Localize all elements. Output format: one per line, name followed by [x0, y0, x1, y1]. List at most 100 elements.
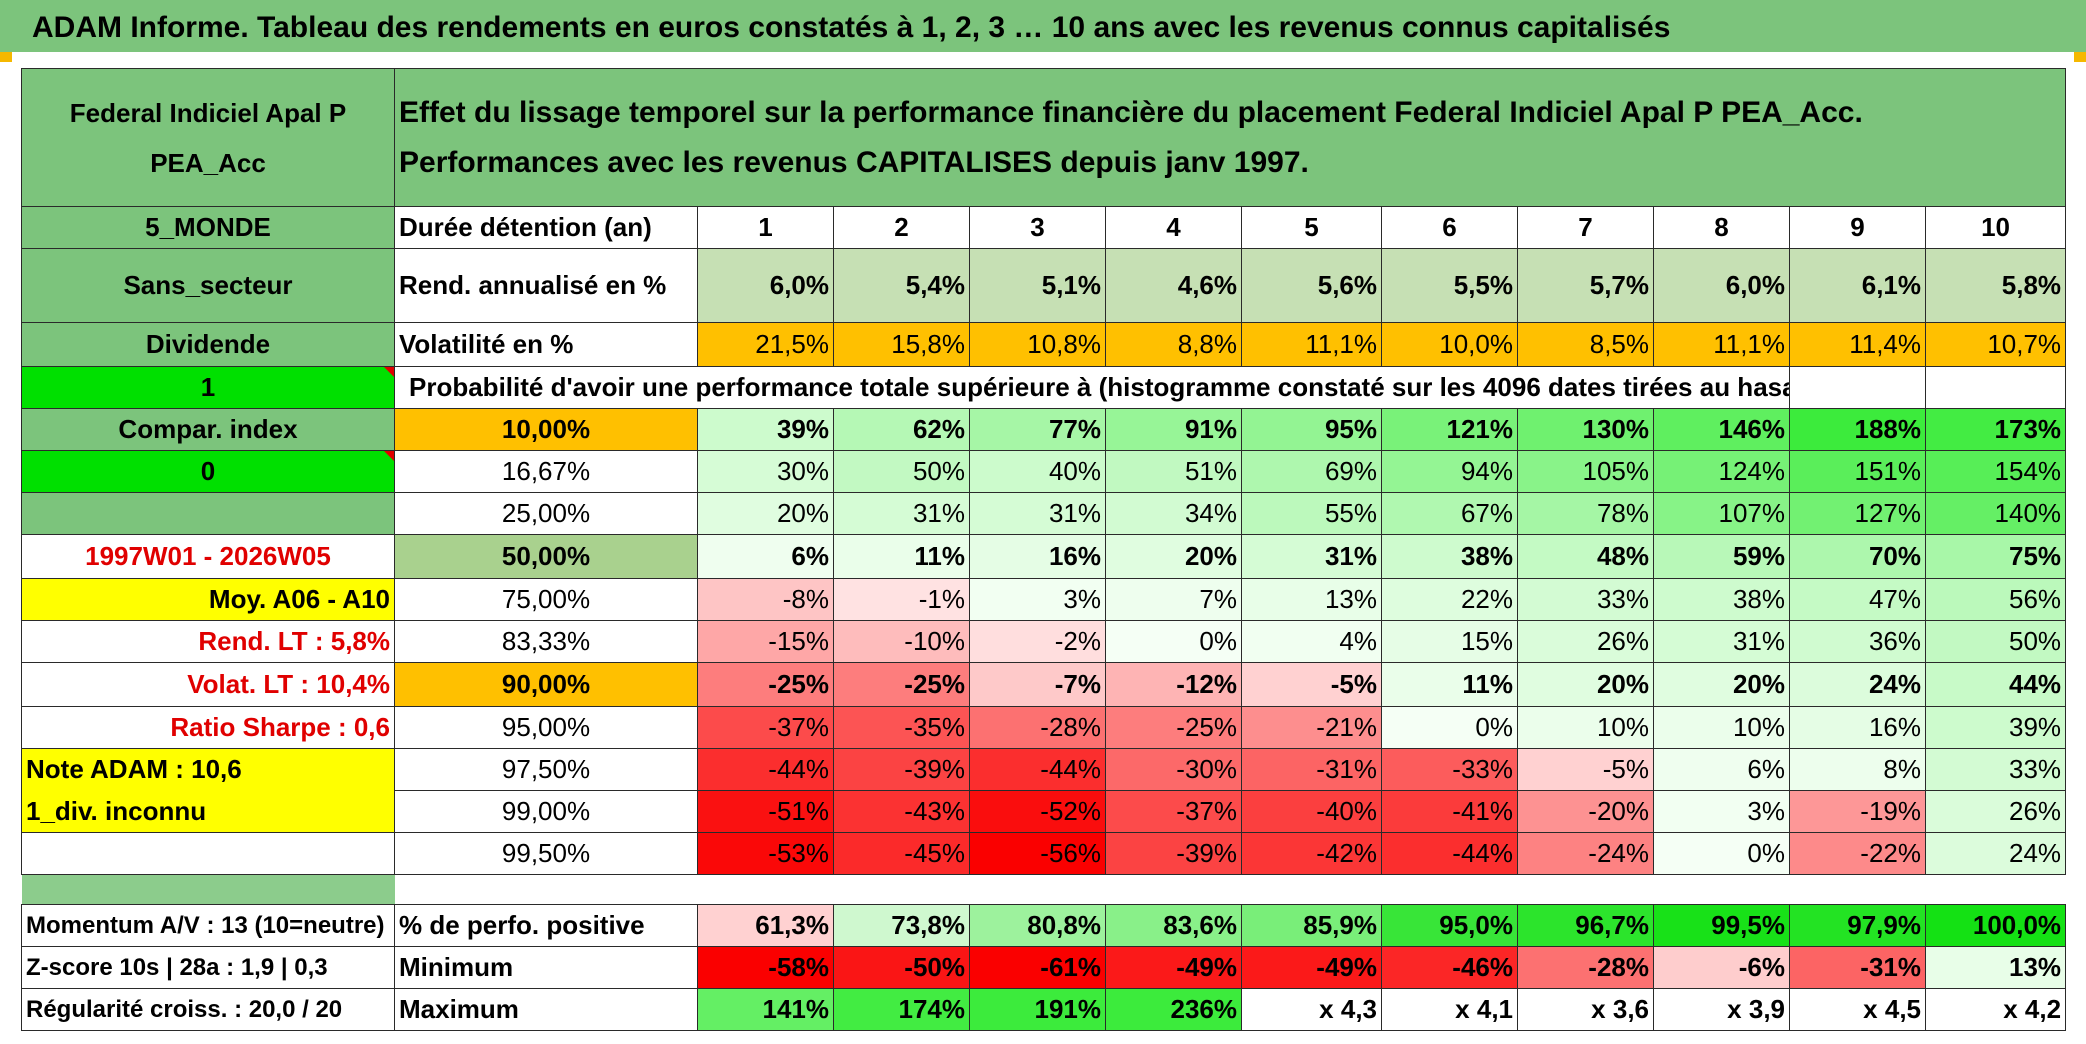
prob-value: 31% [1732, 626, 1785, 656]
prob-cell: -25% [1105, 706, 1242, 749]
prob-value: -51% [768, 796, 829, 826]
probability-caption: Probabilité d'avoir une performance tota… [409, 372, 1790, 402]
div-inconnu: 1_div. inconnu [26, 795, 207, 826]
prob-value: -22% [1860, 838, 1921, 868]
year-cell: 4 [1105, 206, 1242, 249]
dividend-value-cell[interactable]: 1 [21, 366, 395, 409]
prob-cell: 7% [1105, 578, 1242, 621]
prob-value: 0% [1199, 626, 1237, 656]
prob-row: Volat. LT : 10,4% 90,00% -25% -25% -7% -… [21, 662, 2067, 707]
prob-cell: 38% [1381, 534, 1518, 579]
stat-cell: 191% [969, 988, 1106, 1031]
prob-value: 173% [1994, 414, 2062, 444]
prob-cell: -42% [1241, 832, 1382, 875]
prob-cell: 105% [1517, 450, 1654, 493]
prob-value: 44% [2009, 669, 2062, 699]
year: 10 [1981, 212, 2010, 242]
rend-cell: 5,1% [969, 248, 1106, 323]
prob-value: -10% [904, 626, 965, 656]
vol-cell: 8,8% [1105, 322, 1242, 367]
stat-value: x 3,6 [1591, 994, 1649, 1024]
year: 4 [1166, 212, 1181, 242]
prob-cell: 154% [1924, 450, 2067, 493]
prob-cell: 67% [1381, 492, 1518, 535]
stat-value: x 3,9 [1727, 994, 1785, 1024]
region: 5_MONDE [145, 212, 271, 242]
prob-value: -8% [782, 584, 829, 614]
prob-cell: 44% [1924, 662, 2067, 707]
prob-value: 39% [776, 414, 829, 444]
rend-value: 5,7% [1589, 270, 1649, 300]
stat-value: -46% [1452, 952, 1513, 982]
stat-value: x 4,1 [1455, 994, 1513, 1024]
momentum: Momentum A/V : 13 (10=neutre) [26, 911, 385, 939]
compar-index: Compar. index [118, 414, 298, 444]
prob-value: 11% [914, 541, 965, 571]
prob-value: -44% [1452, 838, 1513, 868]
prob-cell: 0% [1653, 832, 1790, 875]
prob-value: 22% [1460, 584, 1513, 614]
zscore: Z-score 10s | 28a : 1,9 | 0,3 [26, 953, 328, 981]
prob-cell: -51% [697, 790, 834, 833]
vol-cell: 10,7% [1924, 322, 2067, 367]
prob-cell: -39% [833, 748, 970, 791]
prob-cell: 39% [697, 408, 834, 451]
stat-value: -49% [1316, 952, 1377, 982]
prob-cell: 48% [1517, 534, 1654, 579]
prob-cell: -5% [1241, 662, 1382, 707]
prob-label-cell: 75,00% [394, 578, 698, 621]
vol-cell: 11,1% [1241, 322, 1382, 367]
sector-cell: Sans_secteur [21, 248, 395, 323]
rend-value: 5,6% [1317, 270, 1377, 300]
description-cell: Effet du lissage temporel sur la perform… [393, 68, 2067, 207]
stat-cell: 236% [1105, 988, 1242, 1031]
stat-cell: 73,8% [833, 904, 970, 947]
prob-label: 99,00% [501, 796, 591, 826]
year-cell: 8 [1653, 206, 1790, 249]
stat-value: 83,6% [1163, 910, 1237, 940]
vol-value: 11,1% [1713, 329, 1785, 359]
prob-value: -53% [768, 838, 829, 868]
stat-value: x 4,3 [1319, 994, 1377, 1024]
stat-cell: 95,0% [1381, 904, 1518, 947]
ratio-sharpe-cell: Ratio Sharpe : 0,6 [21, 706, 395, 749]
compar-value-cell[interactable]: 0 [21, 450, 395, 493]
vol-label: Volatilité en % [399, 329, 574, 359]
stat-cell: x 4,5 [1789, 988, 1926, 1031]
prob-row: 1997W01 - 2026W05 50,00% 6% 11% 16% 20% … [21, 534, 2067, 579]
prob-label-cell: 97,50% [394, 748, 698, 791]
prob-cell: 33% [1924, 748, 2067, 791]
prob-cell: 22% [1381, 578, 1518, 621]
stat-cell: 96,7% [1517, 904, 1654, 947]
stat-value: -31% [1860, 952, 1921, 982]
prob-cell: -22% [1789, 832, 1926, 875]
stat-value: -28% [1588, 952, 1649, 982]
year: 3 [1030, 212, 1045, 242]
prob-cell: -56% [969, 832, 1106, 875]
stat-value: -50% [904, 952, 965, 982]
prob-value: -40% [1316, 796, 1377, 826]
prob-value: 50% [912, 456, 965, 486]
prob-cell: 31% [1241, 534, 1382, 579]
prob-cell: -21% [1241, 706, 1382, 749]
prob-value: 146% [1718, 414, 1786, 444]
prob-cell: 0% [1105, 620, 1242, 663]
vol-cell: 11,4% [1789, 322, 1926, 367]
prob-value: 10% [1596, 712, 1649, 742]
year-cell: 10 [1924, 206, 2067, 249]
prob-value: -44% [1040, 754, 1101, 784]
prob-label: 90,00% [501, 669, 591, 699]
vol-cell: 8,5% [1517, 322, 1654, 367]
stat-label: Maximum [399, 994, 519, 1024]
prob-cell: 50% [833, 450, 970, 493]
prob-value: -45% [904, 838, 965, 868]
prob-cell: -19% [1789, 790, 1926, 833]
prob-cell: -30% [1105, 748, 1242, 791]
rend-cell: 4,6% [1105, 248, 1242, 323]
vol-value: 15,8% [891, 329, 965, 359]
prob-value: 31% [912, 498, 965, 528]
prob-cell: -5% [1517, 748, 1654, 791]
prob-value: 3% [1747, 796, 1785, 826]
prob-value: 39% [2009, 712, 2062, 742]
prob-value: 91% [1184, 414, 1237, 444]
